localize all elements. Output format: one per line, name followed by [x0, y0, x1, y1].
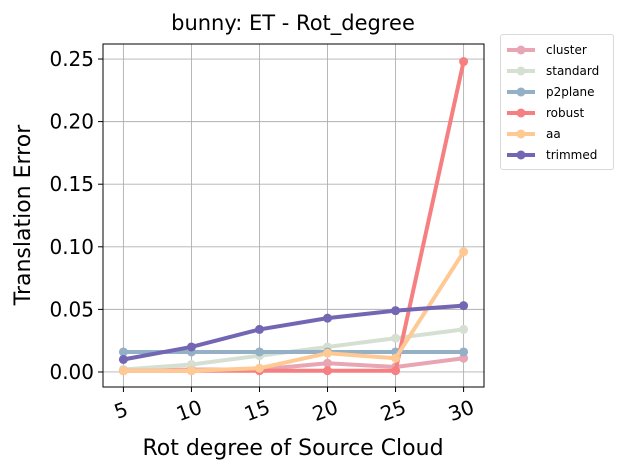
- legend-swatch: [507, 108, 535, 118]
- legend-item-robust: robust: [501, 103, 613, 123]
- legend-item-trimmed: trimmed: [501, 145, 613, 165]
- chart-title: bunny: ET - Rot_degree: [171, 11, 415, 36]
- data-point-standard: [459, 324, 469, 334]
- x-tick-label: 10: [173, 395, 205, 426]
- legend-swatch: [507, 66, 535, 76]
- legend-label: aa: [546, 127, 561, 141]
- y-tick-label: 0.10: [49, 235, 94, 259]
- data-point-cluster: [323, 358, 333, 368]
- legend-label: robust: [546, 106, 585, 120]
- x-axis-label: Rot degree of Source Cloud: [142, 436, 443, 461]
- data-point-trimmed: [186, 342, 196, 352]
- data-point-trimmed: [118, 354, 128, 364]
- series-trimmed: [118, 301, 469, 364]
- y-tick-label: 0.05: [49, 297, 94, 321]
- legend-swatch: [507, 45, 535, 55]
- data-point-p2plane: [254, 347, 264, 357]
- data-point-aa: [118, 366, 128, 376]
- legend-item-p2plane: p2plane: [501, 82, 613, 102]
- x-tick-label: 15: [241, 395, 273, 426]
- legend-label: standard: [546, 64, 600, 78]
- legend-item-aa: aa: [501, 124, 613, 144]
- data-point-trimmed: [459, 301, 469, 311]
- legend-label: trimmed: [546, 148, 598, 162]
- plot-frame: [102, 43, 485, 388]
- grid-lines: [103, 44, 484, 387]
- data-point-robust: [391, 366, 401, 376]
- x-tick-label: 25: [377, 395, 409, 426]
- data-point-robust: [459, 57, 469, 67]
- data-point-aa: [323, 348, 333, 358]
- y-tick-label: 0.15: [49, 172, 94, 196]
- data-point-standard: [186, 359, 196, 369]
- legend-item-standard: standard: [501, 61, 613, 81]
- data-point-standard: [391, 333, 401, 343]
- legend-swatch: [507, 87, 535, 97]
- series-line-aa: [123, 250, 466, 373]
- data-point-aa: [391, 353, 401, 363]
- data-point-p2plane: [118, 347, 128, 357]
- data-point-aa: [459, 247, 469, 257]
- legend-swatch: [507, 129, 535, 139]
- y-axis-label: Translation Error: [11, 124, 36, 306]
- x-axis-ticks: 5 10 15 20 25 30: [111, 387, 477, 426]
- legend-swatch: [507, 150, 535, 160]
- series-p2plane: [118, 347, 469, 357]
- y-axis-ticks: 0.00 0.05 0.10 0.15 0.20 0.25: [49, 47, 103, 384]
- series-aa: [118, 247, 469, 376]
- x-tick-label: 30: [445, 395, 477, 426]
- series-line-trimmed: [123, 303, 464, 362]
- series-group: [118, 57, 469, 376]
- y-tick-label: 0.25: [49, 47, 94, 71]
- data-point-cluster: [459, 353, 469, 363]
- legend-item-cluster: cluster: [501, 40, 613, 60]
- data-point-aa: [186, 366, 196, 376]
- data-point-trimmed: [323, 313, 333, 323]
- data-point-aa: [254, 363, 264, 373]
- legend-label: cluster: [546, 43, 587, 57]
- data-point-trimmed: [391, 306, 401, 316]
- x-tick-label: 20: [309, 395, 341, 426]
- x-tick-label: 5: [111, 397, 131, 424]
- data-point-trimmed: [254, 324, 264, 334]
- y-tick-label: 0.20: [49, 110, 94, 134]
- data-point-p2plane: [459, 347, 469, 357]
- data-point-robust: [323, 366, 333, 376]
- legend-label: p2plane: [546, 85, 595, 99]
- y-tick-label: 0.00: [49, 360, 94, 384]
- legend: cluster standard p2plane robust aa trimmed: [500, 34, 614, 170]
